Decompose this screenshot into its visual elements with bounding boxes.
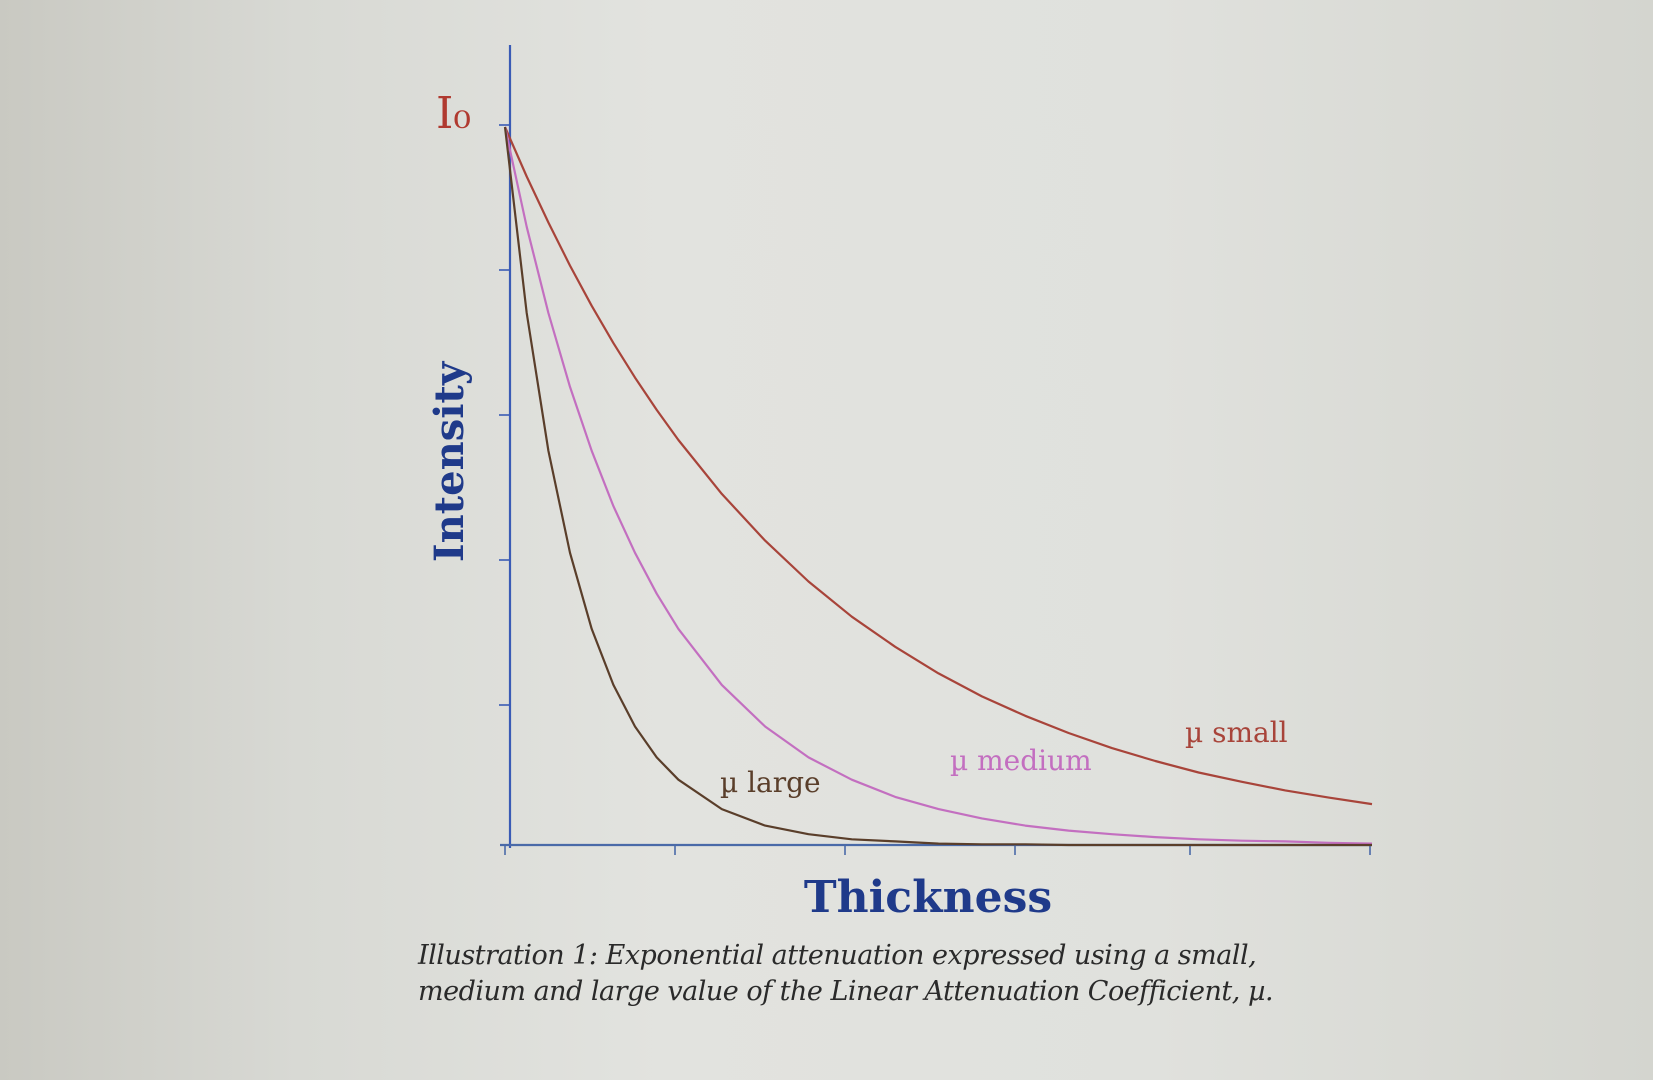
caption-line-2: medium and large value of the Linear Att… <box>418 976 1274 1007</box>
series-label-1: µ small <box>1185 716 1288 749</box>
curve-series-1 <box>503 126 1373 806</box>
caption-line-1: Illustration 1: Exponential attenuation … <box>418 940 1257 971</box>
series-label-2: µ medium <box>950 744 1092 777</box>
curve-series-3 <box>503 126 1372 847</box>
y-max-label: I₀ <box>436 88 471 139</box>
series-label-3: µ large <box>720 766 821 799</box>
y-axis-title: Intensity <box>426 360 473 562</box>
curve-series-2 <box>503 126 1373 845</box>
figure-caption: Illustration 1: Exponential attenuation … <box>418 938 1298 1010</box>
curves <box>503 126 1373 847</box>
labels: µ small µ medium µ large I₀ Intensity Thickne… <box>426 88 1288 923</box>
x-axis-title: Thickness <box>804 872 1052 923</box>
